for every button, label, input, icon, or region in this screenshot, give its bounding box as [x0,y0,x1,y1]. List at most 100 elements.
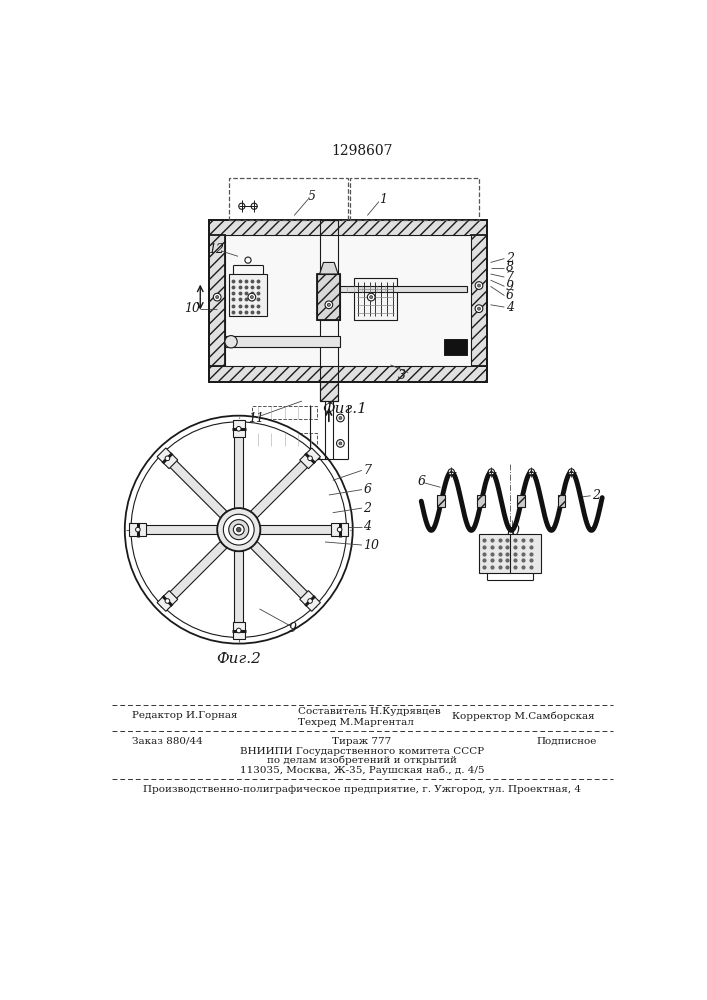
Bar [209,220,486,382]
Bar [252,433,317,446]
Text: 4: 4 [508,535,516,548]
Polygon shape [234,433,243,508]
Text: 4: 4 [506,301,514,314]
Text: 9: 9 [288,622,297,635]
Bar [317,274,340,320]
Circle shape [233,524,244,535]
Text: 5: 5 [308,190,316,204]
Circle shape [245,257,251,263]
Polygon shape [167,458,227,518]
Text: по делам изобретений и открытий: по делам изобретений и открытий [267,756,457,765]
Circle shape [477,284,481,287]
Circle shape [530,471,532,473]
Text: 7: 7 [506,271,514,284]
Circle shape [236,426,241,431]
Bar [209,220,486,235]
Text: 6: 6 [417,475,425,488]
Text: 9: 9 [506,280,514,293]
Bar [317,274,340,320]
Polygon shape [141,525,217,534]
Text: 8: 8 [506,261,514,274]
Text: Корректор М.Самборская: Корректор М.Самборская [452,711,595,721]
Circle shape [475,282,483,289]
Circle shape [236,527,241,532]
Text: 7: 7 [363,464,371,477]
Bar [479,534,541,573]
Circle shape [239,203,245,209]
Circle shape [568,469,575,475]
Circle shape [223,514,254,545]
Text: 2: 2 [506,252,514,265]
Circle shape [339,416,342,420]
Circle shape [225,336,238,348]
Bar [354,278,397,320]
Bar [477,495,485,507]
Circle shape [368,293,375,301]
Text: 6: 6 [506,289,514,302]
Circle shape [136,527,140,532]
Circle shape [251,203,257,209]
Bar [129,523,146,536]
Text: 10: 10 [363,539,380,552]
Text: 1: 1 [379,193,387,206]
Bar [558,495,565,507]
Polygon shape [234,551,243,627]
Bar [331,523,348,536]
Bar [300,591,320,611]
Bar [472,235,486,366]
Bar [351,178,479,220]
Circle shape [571,471,573,473]
Bar [320,382,338,401]
Circle shape [327,303,330,306]
Text: 6: 6 [363,483,371,496]
Text: 11: 11 [247,412,264,425]
Text: Фиг.2: Фиг.2 [216,652,261,666]
Bar [252,406,317,419]
Circle shape [450,471,452,473]
Text: 1298607: 1298607 [331,144,392,158]
Circle shape [308,456,312,461]
Bar [438,495,445,507]
Text: Подписное: Подписное [537,737,597,746]
Text: Редактор И.Горная: Редактор И.Горная [132,711,238,720]
Text: 4: 4 [363,520,371,533]
Text: Производственно-полиграфическое предприятие, г. Ужгород, ул. Проектная, 4: Производственно-полиграфическое предприя… [143,785,581,794]
Bar [225,336,340,347]
Circle shape [236,628,241,633]
Bar [300,448,320,469]
Bar [209,235,225,366]
Circle shape [337,527,342,532]
Text: Техред М.Маргентал: Техред М.Маргентал [298,718,414,727]
Text: 113035, Москва, Ж-35, Раушская наб., д. 4/5: 113035, Москва, Ж-35, Раушская наб., д. … [240,765,484,775]
Bar [225,235,472,366]
Bar [229,274,267,316]
Circle shape [229,520,249,540]
Circle shape [477,307,481,310]
Bar [229,178,348,220]
Circle shape [528,469,534,475]
Bar [444,339,467,355]
Polygon shape [320,262,338,274]
Polygon shape [251,458,310,518]
Circle shape [337,414,344,422]
Bar [320,220,338,401]
Polygon shape [260,525,336,534]
Bar [157,448,177,469]
Bar [209,366,486,382]
Circle shape [475,305,483,312]
Bar [518,495,525,507]
Text: 3: 3 [398,369,406,382]
Text: ВНИИПИ Государственного комитета СССР: ВНИИПИ Государственного комитета СССР [240,747,484,756]
Text: 12: 12 [208,243,223,256]
Bar [233,420,245,437]
Circle shape [248,293,256,301]
Polygon shape [167,542,227,602]
Circle shape [308,599,312,603]
Circle shape [217,508,260,551]
Text: 10: 10 [504,525,520,538]
Text: Составитель Н.Кудрявцев: Составитель Н.Кудрявцев [298,707,440,716]
Circle shape [448,469,455,475]
Circle shape [214,293,221,301]
Bar [233,622,245,639]
Text: 2: 2 [592,489,600,502]
